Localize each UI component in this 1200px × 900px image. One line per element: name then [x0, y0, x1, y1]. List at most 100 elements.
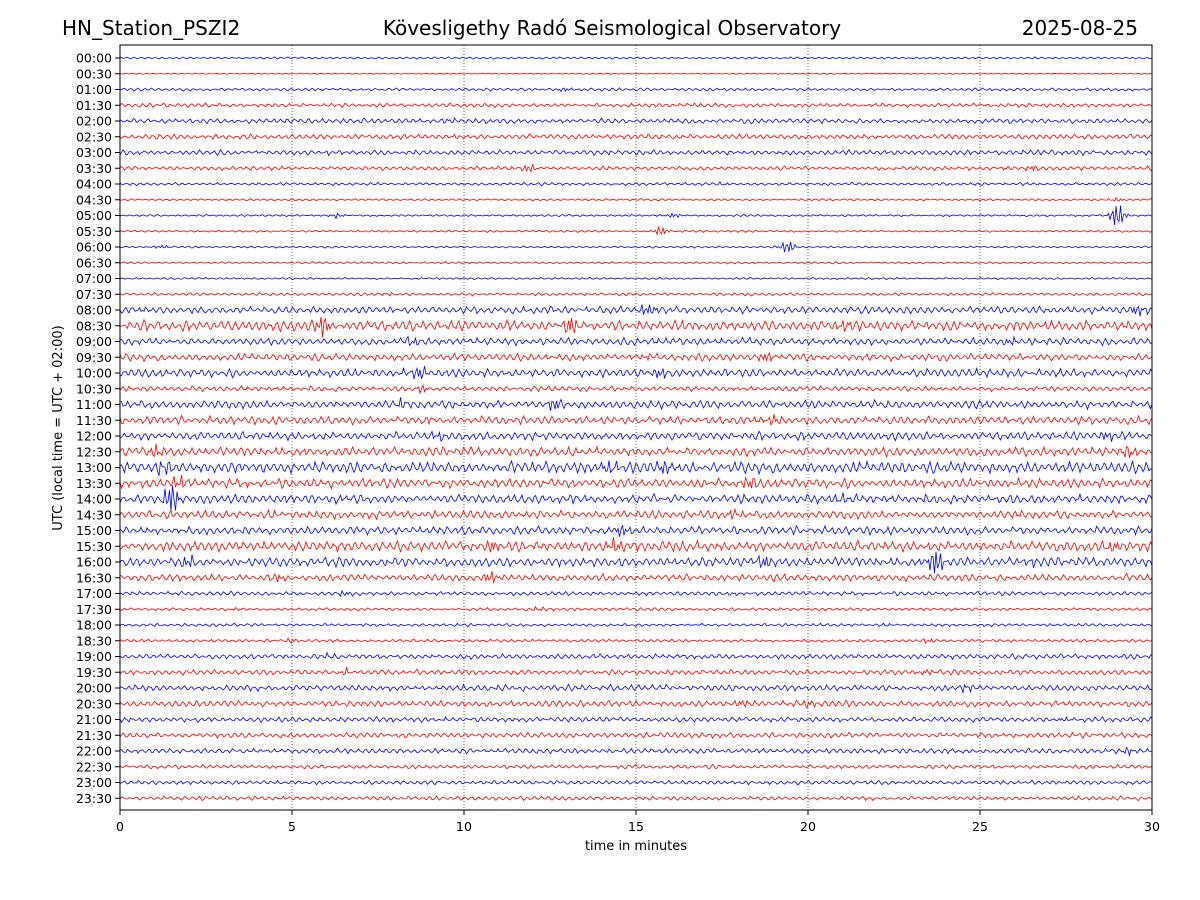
seismic-trace [119, 225, 1153, 236]
x-tick-label: 0 [116, 819, 124, 834]
seismic-trace [119, 459, 1153, 476]
y-tick-label: 23:00 [76, 775, 112, 790]
seismic-trace [119, 164, 1153, 173]
seismic-trace [119, 430, 1153, 442]
y-tick-label: 21:30 [76, 728, 112, 743]
y-tick-label: 02:30 [76, 129, 112, 144]
seismic-trace [119, 72, 1153, 75]
y-tick-label: 01:30 [76, 98, 112, 113]
seismic-trace [119, 56, 1153, 60]
seismic-trace [119, 474, 1153, 490]
y-tick-label: 22:00 [76, 744, 112, 759]
seismic-trace [119, 795, 1153, 802]
y-tick-label: 03:30 [76, 161, 112, 176]
seismic-trace [119, 261, 1153, 265]
y-tick-label: 12:00 [76, 429, 112, 444]
seismic-trace [119, 276, 1153, 281]
y-tick-label: 01:00 [76, 82, 112, 97]
seismic-trace [119, 304, 1153, 317]
seismic-trace [119, 524, 1153, 537]
x-tick-label: 5 [288, 819, 296, 834]
seismic-trace [119, 589, 1153, 597]
y-tick-label: 13:00 [76, 460, 112, 475]
y-tick-label: 15:00 [76, 523, 112, 538]
y-tick-label: 00:00 [76, 51, 112, 66]
y-tick-label: 07:30 [76, 287, 112, 302]
seismic-trace [119, 637, 1153, 645]
y-tick-label: 07:00 [76, 271, 112, 286]
seismic-trace [119, 241, 1153, 253]
y-tick-label: 13:30 [76, 476, 112, 491]
y-tick-label: 02:00 [76, 114, 112, 129]
seismic-trace [119, 746, 1153, 757]
seismic-trace [119, 181, 1153, 187]
y-tick-label: 09:00 [76, 334, 112, 349]
y-tick-label: 12:30 [76, 444, 112, 459]
seismic-trace [119, 605, 1153, 612]
y-tick-label: 14:00 [76, 492, 112, 507]
y-axis-ticks: 00:0000:3001:0001:3002:0002:3003:0003:30… [76, 51, 120, 806]
seismic-trace [119, 196, 1153, 202]
seismic-trace [119, 666, 1153, 676]
y-axis-label: UTC (local time = UTC + 02:00) [51, 325, 66, 530]
y-tick-label: 09:30 [76, 350, 112, 365]
y-tick-label: 18:30 [76, 633, 112, 648]
seismic-trace [119, 366, 1153, 380]
seismic-trace [119, 731, 1153, 740]
y-tick-label: 00:30 [76, 66, 112, 81]
seismic-trace [119, 551, 1153, 574]
seismic-trace [119, 117, 1153, 125]
seismic-trace [119, 351, 1153, 363]
y-tick-label: 08:00 [76, 303, 112, 318]
seismic-trace [119, 317, 1153, 338]
y-tick-label: 20:00 [76, 681, 112, 696]
seismic-trace [119, 335, 1153, 347]
y-tick-label: 16:30 [76, 570, 112, 585]
x-axis-label: time in minutes [585, 839, 687, 854]
y-tick-label: 10:30 [76, 381, 112, 396]
y-tick-label: 22:30 [76, 759, 112, 774]
y-tick-label: 11:00 [76, 397, 112, 412]
seismic-trace [119, 397, 1153, 411]
seismic-trace [119, 571, 1153, 584]
y-tick-label: 14:30 [76, 507, 112, 522]
seismic-trace [119, 699, 1153, 709]
y-tick-label: 08:30 [76, 318, 112, 333]
x-tick-label: 25 [972, 819, 988, 834]
seismic-trace [119, 683, 1153, 695]
y-tick-label: 06:30 [76, 255, 112, 270]
seismic-trace [119, 622, 1153, 628]
seismic-trace [119, 715, 1153, 724]
y-tick-label: 05:00 [76, 208, 112, 223]
seismic-trace [119, 651, 1153, 661]
seismic-trace [119, 383, 1153, 395]
y-tick-label: 17:00 [76, 586, 112, 601]
seismic-trace [119, 443, 1153, 459]
seismic-trace [119, 291, 1153, 297]
x-tick-label: 20 [800, 819, 816, 834]
seismic-trace [119, 763, 1153, 770]
y-tick-label: 19:30 [76, 665, 112, 680]
seismic-trace [119, 133, 1153, 141]
chart-title: Kövesligethy Radó Seismological Observat… [383, 16, 841, 40]
x-tick-label: 30 [1144, 819, 1160, 834]
y-tick-label: 21:00 [76, 712, 112, 727]
seismic-trace [119, 87, 1153, 93]
y-tick-label: 11:30 [76, 413, 112, 428]
x-axis-ticks: 0 5 10 15 20 25 30 [116, 810, 1160, 834]
seismic-trace [119, 414, 1153, 427]
y-tick-label: 17:30 [76, 602, 112, 617]
trace-group [119, 56, 1153, 802]
y-tick-label: 03:00 [76, 145, 112, 160]
seismic-trace [119, 485, 1153, 512]
plot-frame [119, 44, 1153, 811]
x-tick-label: 15 [628, 819, 644, 834]
y-tick-label: 04:30 [76, 192, 112, 207]
y-tick-label: 04:00 [76, 177, 112, 192]
y-tick-label: 10:00 [76, 366, 112, 381]
seismic-trace [119, 102, 1153, 109]
chart-date: 2025-08-25 [1022, 16, 1138, 40]
y-tick-label: 18:00 [76, 618, 112, 633]
y-tick-label: 06:00 [76, 240, 112, 255]
seismic-trace [119, 205, 1153, 226]
